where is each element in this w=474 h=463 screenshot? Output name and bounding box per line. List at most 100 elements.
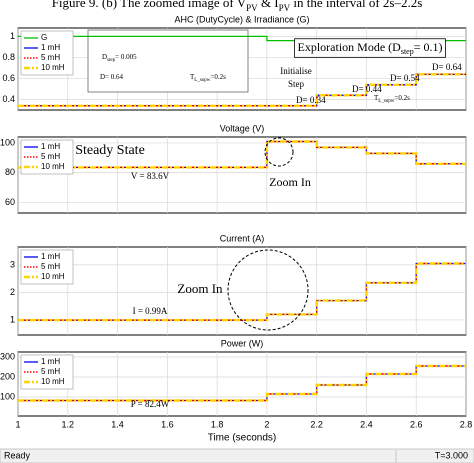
annotation-part: D= 0.64 — [432, 62, 462, 72]
legend-label: 1 mH — [41, 142, 60, 151]
legend-label: 1 mH — [41, 43, 60, 52]
legend-label: 10 mH — [41, 272, 65, 281]
series-line — [18, 364, 466, 402]
x-axis-label: Time (seconds) — [208, 433, 277, 444]
annotation: Zoom In — [177, 281, 223, 296]
plot-title: Power (W) — [221, 338, 264, 348]
legend-label: 10 mH — [41, 63, 65, 72]
legend-label: 1 mH — [41, 252, 60, 261]
annotation-part: D — [102, 53, 107, 61]
annotation-part: Zoom In — [177, 281, 223, 296]
annotation: TL_sopw=0.2s — [190, 73, 226, 83]
legend — [20, 139, 74, 175]
legend — [20, 354, 74, 390]
annotation: V = 83.6V — [131, 171, 170, 181]
annotation-part: = 0.005 — [115, 53, 137, 61]
zoom-circle — [264, 137, 294, 167]
annotation-part: T — [374, 94, 379, 102]
y-tick-label: 1 — [10, 31, 15, 41]
y-tick-label: 0.6 — [2, 73, 15, 83]
series-line — [18, 262, 466, 322]
legend-label: 5 mH — [41, 152, 60, 161]
annotation-part: Exploration Mode (D — [298, 40, 402, 54]
annotation-part: D= 0.44 — [352, 84, 382, 94]
legend-label: G — [41, 33, 47, 42]
plot-title: Current (A) — [220, 233, 265, 243]
annotation-part: Steady State — [75, 143, 145, 158]
y-tick-label: 2 — [10, 287, 15, 297]
caption-part: PV — [279, 3, 291, 13]
plot-title: AHC (DutyCycle) & Irradiance (G) — [174, 14, 309, 24]
annotation-part: Initialise — [280, 66, 312, 76]
annotation-part: = 0.1) — [414, 40, 443, 54]
legend-label: 1 mH — [41, 357, 60, 366]
legend-label: 5 mH — [41, 262, 60, 271]
caption-part: in the interval of 2s–2.2s — [290, 0, 422, 10]
annotation: D= 0.64 — [432, 62, 462, 72]
x-tick-label: 2.6 — [410, 419, 423, 429]
annotation-part: step — [107, 58, 116, 63]
annotation-part: D= 0.54 — [390, 73, 420, 83]
plot-area — [17, 246, 467, 336]
caption-part: PV — [246, 3, 258, 13]
annotation-part: step — [401, 47, 414, 56]
x-tick-label: 1.4 — [111, 419, 124, 429]
annotation-part: D= 0.64 — [100, 73, 124, 81]
annotation-part: V = 83.6V — [131, 171, 170, 181]
annotation: Exploration Mode (Dstep= 0.1) — [298, 40, 443, 57]
annotation: D= 0.64 — [100, 73, 124, 81]
annotation-part: T — [190, 73, 195, 81]
status-left: Ready — [4, 450, 31, 460]
y-tick-label: 100 — [0, 391, 15, 401]
series-line — [18, 73, 466, 107]
legend-label: 10 mH — [41, 377, 65, 386]
x-tick-label: 1.6 — [161, 419, 174, 429]
y-tick-label: 1 — [10, 314, 15, 324]
annotation-part: P = 82.4W — [131, 399, 170, 409]
annotation: D= 0.54 — [390, 73, 420, 83]
plot-area — [17, 136, 467, 214]
annotation-part: L_sopw — [378, 99, 395, 104]
series-line — [18, 140, 466, 169]
x-tick-label: 2 — [264, 419, 269, 429]
annotation: Initialise — [280, 66, 312, 76]
x-tick-label: 2.4 — [360, 419, 373, 429]
annotation: TL_sopw=0.2s — [374, 94, 410, 104]
plot-area — [17, 351, 467, 417]
annotation: D= 0.34 — [296, 95, 326, 105]
legend — [20, 249, 74, 285]
y-tick-label: 200 — [0, 371, 15, 381]
annotation: P = 82.4W — [131, 399, 170, 409]
zoom-circle — [227, 249, 309, 331]
annotation-part: =0.2s — [210, 73, 226, 81]
x-tick-label: 1.8 — [211, 419, 224, 429]
annotation-part: I = 0.99A — [133, 306, 168, 316]
caption-part: & I — [258, 0, 279, 10]
x-tick-label: 2.2 — [310, 419, 323, 429]
caption-part: Figure 9. (b) The zoomed image of V — [52, 0, 247, 10]
y-tick-label: 3 — [10, 259, 15, 269]
y-tick-label: 0.8 — [2, 52, 15, 62]
y-tick-label: 80 — [5, 167, 15, 177]
inset — [87, 29, 249, 93]
annotation-part: Zoom In — [269, 175, 311, 189]
annotation-part: Step — [288, 79, 305, 89]
legend-label: 10 mH — [41, 162, 65, 171]
x-tick-label: 2.8 — [460, 419, 473, 429]
annotation: Zoom In — [269, 175, 311, 189]
y-tick-label: 300 — [0, 351, 15, 361]
y-tick-label: 60 — [5, 197, 15, 207]
legend-label: 5 mH — [41, 53, 60, 62]
y-tick-label: 100 — [0, 137, 15, 147]
x-tick-label: 1.2 — [62, 419, 75, 429]
legend-label: 5 mH — [41, 367, 60, 376]
plot-title: Voltage (V) — [220, 123, 265, 133]
annotation-box — [294, 38, 446, 58]
annotation: Step — [288, 79, 305, 89]
annotation-part: D= 0.34 — [296, 95, 326, 105]
annotation-part: =0.2s — [394, 94, 410, 102]
annotation: D= 0.44 — [352, 84, 382, 94]
status-bar — [0, 448, 474, 463]
status-right: T=3.000 — [435, 450, 468, 460]
